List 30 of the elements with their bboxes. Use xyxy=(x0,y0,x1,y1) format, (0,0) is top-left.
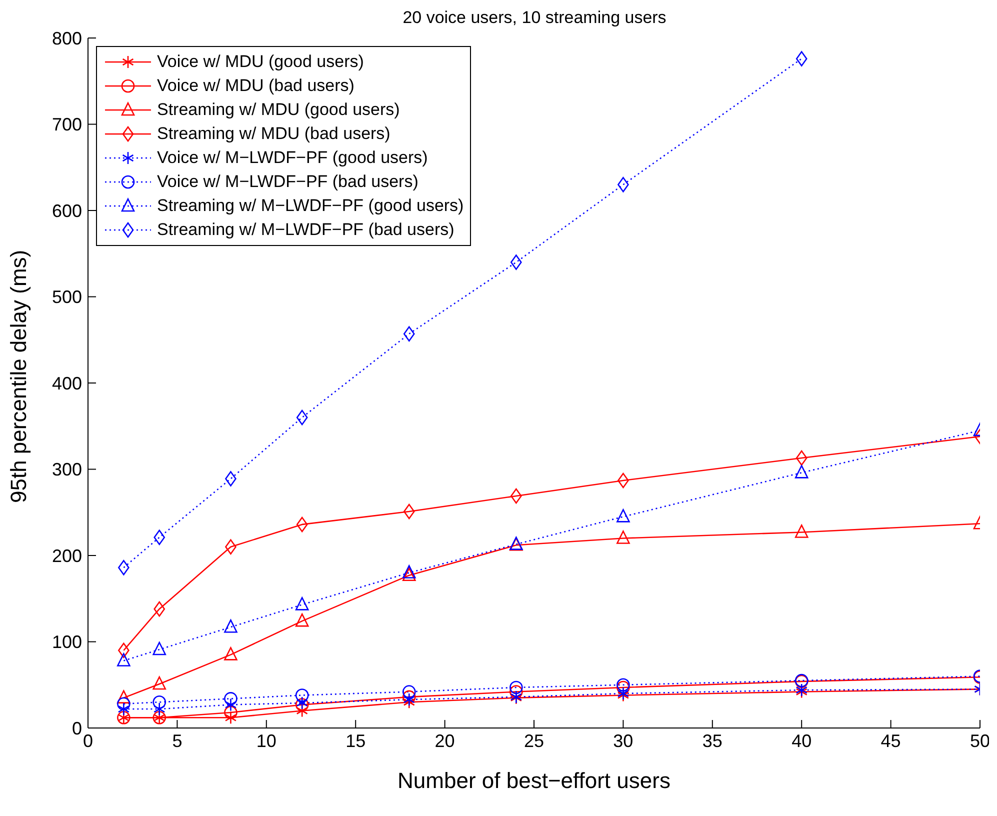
y-tick-label: 200 xyxy=(52,546,82,566)
x-tick-label: 35 xyxy=(702,730,722,751)
y-tick-label: 500 xyxy=(52,287,82,308)
legend-label: Voice w/ M−LWDF−PF (good users) xyxy=(157,148,428,168)
x-tick-label: 5 xyxy=(172,730,182,751)
x-tick-label: 30 xyxy=(613,730,634,751)
x-tick-label: 25 xyxy=(524,730,544,751)
x-tick-label: 10 xyxy=(256,730,276,751)
x-tick-label: 45 xyxy=(880,730,901,751)
y-tick-label: 400 xyxy=(52,373,82,394)
legend-label: Voice w/ M−LWDF−PF (bad users) xyxy=(157,172,418,192)
x-tick-label: 50 xyxy=(970,730,990,751)
y-tick-label: 800 xyxy=(52,28,82,48)
legend-label: Streaming w/ M−LWDF−PF (bad users) xyxy=(157,220,454,240)
legend-label: Voice w/ MDU (bad users) xyxy=(157,76,354,96)
y-tick-label: 100 xyxy=(52,632,82,652)
legend-label: Voice w/ MDU (good users) xyxy=(157,52,364,72)
x-axis-title: Number of best−effort users xyxy=(398,768,670,793)
x-tick-label: 20 xyxy=(434,730,455,751)
x-tick-label: 15 xyxy=(346,730,366,751)
legend-label: Streaming w/ MDU (good users) xyxy=(157,100,400,120)
x-tick-label: 40 xyxy=(792,730,812,751)
y-tick-label: 600 xyxy=(52,200,82,221)
chart-title: 20 voice users, 10 streaming users xyxy=(402,8,668,28)
legend-label: Streaming w/ MDU (bad users) xyxy=(157,124,390,144)
legend-label: Streaming w/ M−LWDF−PF (good users) xyxy=(157,196,464,216)
y-tick-label: 700 xyxy=(52,114,82,135)
y-axis-title: 95th percentile delay (ms) xyxy=(6,250,31,503)
y-tick-label: 300 xyxy=(52,460,82,480)
y-tick-label: 0 xyxy=(72,718,82,738)
